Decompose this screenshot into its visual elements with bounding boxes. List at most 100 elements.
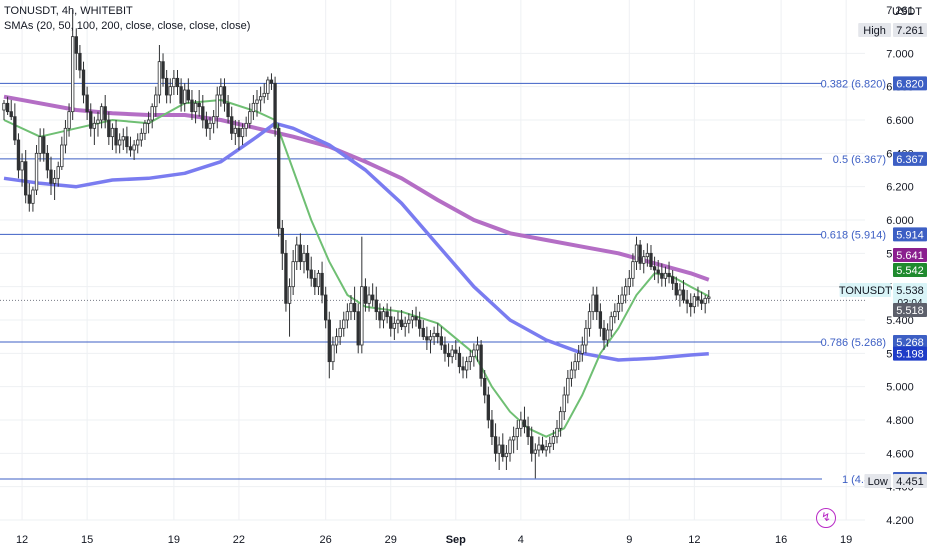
y-tick-label: 7.261 — [886, 5, 914, 17]
candle-body — [486, 394, 490, 421]
candle-body — [468, 356, 472, 363]
fib-price-tag — [893, 227, 927, 242]
candle-body — [446, 352, 451, 358]
fib-label: 0.5 (6.367) — [833, 154, 886, 166]
candle-body — [204, 119, 209, 129]
candle-body — [201, 106, 205, 121]
candle-body — [284, 252, 288, 304]
candle-body — [584, 327, 588, 346]
lightning-bolt-icon[interactable]: ↯ — [816, 508, 836, 528]
last-price-label: TONUSDT — [839, 285, 892, 297]
candle-body — [49, 169, 53, 184]
candle-body — [230, 116, 234, 134]
candle-body — [45, 152, 50, 171]
x-tick-label: 22 — [233, 534, 245, 546]
candle-body — [421, 327, 425, 338]
candle-body — [519, 419, 523, 429]
candle-body — [291, 261, 295, 288]
candle-body — [569, 369, 574, 379]
candle-body — [269, 79, 274, 84]
candle-body — [262, 92, 266, 98]
candle-body — [24, 161, 28, 196]
x-tick-label: 26 — [320, 534, 332, 546]
candle-body — [85, 94, 89, 113]
candle-body — [548, 442, 552, 448]
candle-body — [172, 77, 176, 88]
candle-body — [371, 294, 375, 301]
fib-label: 0.382 (6.820) — [821, 78, 886, 90]
high-tag-text: 7.261 — [896, 25, 924, 37]
fib-price-tag-text: 6.367 — [896, 154, 924, 166]
candle-body — [31, 189, 35, 204]
candle-body — [533, 449, 537, 454]
candle-body — [656, 269, 660, 274]
candle-body — [67, 111, 71, 129]
candle-body — [233, 127, 237, 134]
candle-body — [504, 452, 509, 458]
sma50-value-tag — [893, 346, 927, 361]
candle-body — [63, 127, 68, 146]
candle-body — [562, 394, 566, 413]
candle-body — [602, 327, 606, 341]
x-tick-label: 19 — [168, 534, 180, 546]
low-label-box — [864, 474, 891, 488]
candle-body — [5, 102, 10, 113]
candle-body — [295, 244, 299, 263]
candle-body — [598, 311, 603, 329]
candle-body — [667, 272, 671, 278]
candle-body — [425, 336, 429, 341]
moving-averages — [3, 94, 710, 438]
candle-body — [244, 122, 248, 129]
indicator-legend[interactable]: SMAs (20, 50, 100, 200, close, close, cl… — [4, 20, 251, 32]
candle-body — [352, 302, 357, 313]
candle-body — [190, 99, 194, 113]
time-axis[interactable]: 12 15 19 22 26 29 Sep 4 9 12 16 19 — [16, 534, 852, 546]
candle-body — [240, 127, 245, 138]
candle-body — [508, 439, 512, 454]
fibonacci-levels: 0.382 (6.820) 0.5 (6.367) 0.618 (5.914) 0.7… — [0, 78, 886, 486]
symbol-title[interactable]: TONUSDT, 4h, WHITEBIT — [4, 5, 133, 17]
currency-label[interactable]: USDT — [892, 6, 922, 18]
candle-body — [497, 444, 501, 454]
candle-body — [71, 36, 75, 113]
candle-body — [107, 119, 111, 138]
candle-body — [183, 89, 187, 104]
high-tag — [893, 23, 927, 37]
candle-body — [9, 111, 13, 118]
candle-body — [186, 89, 190, 101]
sma50-line — [3, 121, 709, 362]
candle-body — [403, 322, 407, 328]
candle-body — [128, 146, 133, 151]
candle-body — [110, 127, 115, 138]
candle-body — [121, 136, 125, 141]
candle-body — [34, 152, 39, 191]
y-tick-label: 5.000 — [886, 382, 914, 394]
candle-body — [385, 311, 389, 318]
candle-body — [624, 286, 628, 296]
candle-body — [595, 294, 599, 313]
fib-price-tag — [893, 76, 927, 91]
candle-body — [609, 316, 613, 331]
last-price-tag-text: 5.538 — [896, 285, 924, 297]
candle-body — [591, 294, 595, 313]
candle-body — [577, 352, 581, 363]
prev-close-tag — [893, 303, 927, 317]
candle-body — [89, 111, 93, 129]
candle-body — [168, 86, 172, 96]
sma50-value-tag-text: 5.198 — [896, 349, 924, 361]
high-label-box — [858, 23, 891, 37]
candle-body — [179, 86, 183, 104]
x-tick-label: 12 — [16, 534, 28, 546]
candle-body — [660, 272, 664, 279]
candle-body — [175, 77, 180, 88]
candle-body — [277, 127, 281, 229]
y-tick-label: 4.200 — [886, 515, 914, 527]
candle-body — [331, 344, 335, 363]
candle-body — [407, 319, 411, 324]
candle-body — [2, 102, 6, 111]
candle-body — [193, 102, 198, 113]
candle-body — [334, 336, 339, 346]
high-label: High — [863, 25, 886, 37]
candle-body — [454, 349, 458, 354]
